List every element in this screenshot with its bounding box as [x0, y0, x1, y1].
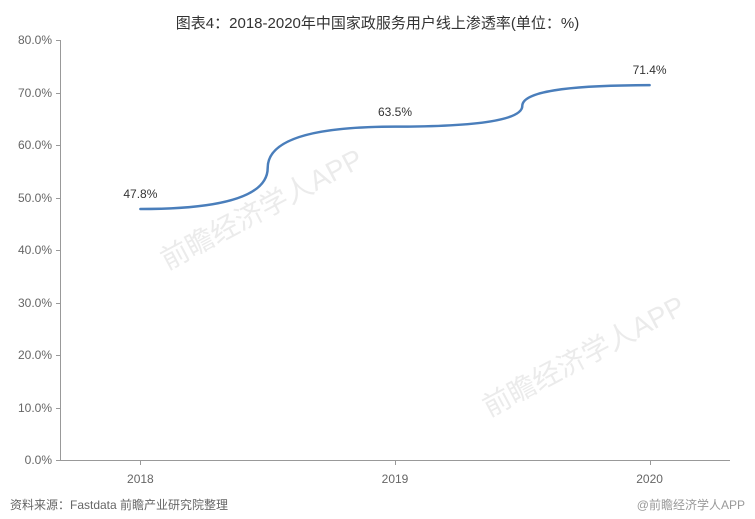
credit-caption: @前瞻经济学人APP — [637, 496, 745, 513]
x-tick — [140, 460, 141, 465]
x-tick-label: 2018 — [127, 472, 154, 486]
chart-plot-area: 前瞻经济学人APP前瞻经济学人APP 0.0%10.0%20.0%30.0%40… — [60, 40, 730, 460]
y-tick-label: 30.0% — [18, 296, 52, 310]
y-tick-label: 40.0% — [18, 243, 52, 257]
x-tick — [395, 460, 396, 465]
y-tick-label: 20.0% — [18, 348, 52, 362]
x-tick-label: 2020 — [636, 472, 663, 486]
data-point-label: 63.5% — [378, 105, 412, 119]
y-tick-label: 0.0% — [25, 453, 52, 467]
y-tick-label: 80.0% — [18, 33, 52, 47]
line-series — [60, 40, 730, 460]
x-tick-label: 2019 — [382, 472, 409, 486]
y-tick-label: 50.0% — [18, 191, 52, 205]
y-tick-label: 70.0% — [18, 86, 52, 100]
y-tick-label: 60.0% — [18, 138, 52, 152]
x-tick — [650, 460, 651, 465]
source-caption: 资料来源：Fastdata 前瞻产业研究院整理 — [10, 496, 228, 513]
y-tick-label: 10.0% — [18, 401, 52, 415]
data-point-label: 71.4% — [633, 63, 667, 77]
chart-title: 图表4：2018-2020年中国家政服务用户线上渗透率(单位：%) — [0, 0, 755, 33]
y-tick — [56, 460, 60, 461]
data-point-label: 47.8% — [123, 187, 157, 201]
